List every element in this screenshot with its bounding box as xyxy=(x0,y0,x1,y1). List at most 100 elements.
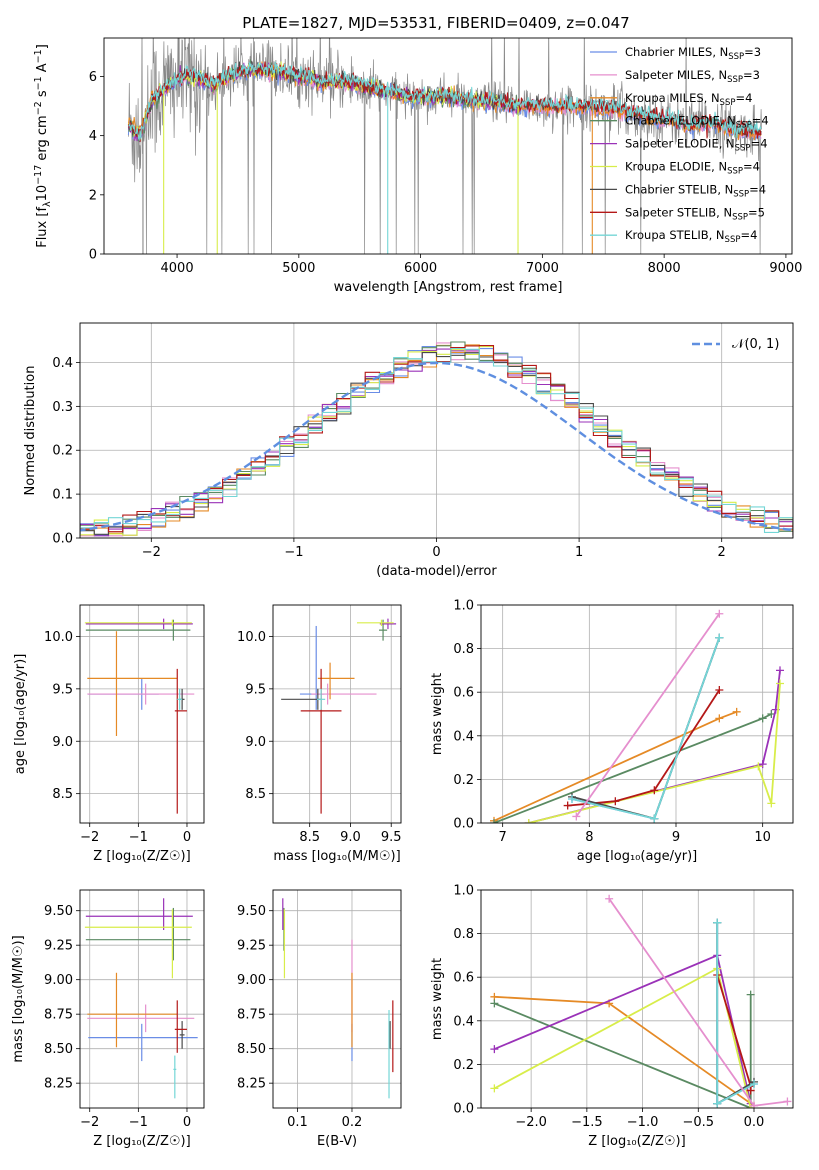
y-tick-label: 0.6 xyxy=(453,971,474,986)
weight-line-salpeter_stelib xyxy=(567,689,721,807)
x-tick-label: 0 xyxy=(432,545,440,560)
x-tick-label: 1 xyxy=(575,545,583,560)
normal-curve xyxy=(80,361,793,532)
y-tick-label: 9.00 xyxy=(237,973,266,988)
weight-marker xyxy=(746,990,755,999)
y-tick-label: 0.0 xyxy=(453,817,474,832)
x-tick-label: 2 xyxy=(718,545,726,560)
y-tick-label: 8.50 xyxy=(44,1042,73,1057)
y-axis-label: mass weight xyxy=(430,673,445,755)
axes-frame xyxy=(79,322,794,539)
legend-text: Salpeter ELODIE, N xyxy=(625,137,735,151)
y-tick-label: 0.2 xyxy=(52,444,73,459)
x-tick-label: 5000 xyxy=(282,261,315,276)
x-axis-label: Z [log₁₀(Z/Z☉)] xyxy=(93,1134,190,1149)
y-label-part: −1 xyxy=(33,76,44,90)
axes-frame xyxy=(79,604,205,824)
axes-frame xyxy=(480,889,794,1109)
x-axis-label: (data-model)/error xyxy=(376,564,497,579)
y-tick-label: 0.4 xyxy=(453,729,474,744)
legend-text: Kroupa ELODIE, N xyxy=(625,160,727,174)
y-tick-label: 9.50 xyxy=(44,904,73,919)
errorbar-kroupa_stelib xyxy=(177,688,183,710)
y-label-part: s xyxy=(35,90,50,101)
y-axis-label: Normed distribution xyxy=(23,366,38,496)
axes-frame xyxy=(480,604,794,824)
errorbar-salpeter_miles xyxy=(87,1004,195,1033)
y-tick-label: 9.0 xyxy=(52,735,73,750)
errorbar-salpeter_elodie xyxy=(379,618,397,630)
x-tick-label: 7 xyxy=(499,830,507,845)
x-tick-label: 0 xyxy=(183,830,191,845)
weight-marker xyxy=(776,666,784,675)
y-tick-label: 9.25 xyxy=(237,939,266,954)
x-tick-label: 9000 xyxy=(769,261,802,276)
x-tick-label: 0.2 xyxy=(342,1115,363,1130)
panel-age_vs_Z: −2 −1 0 8.5 9.0 9.5 10.0 Z [log₁₀(Z/Z☉)] age [lo… xyxy=(13,604,205,864)
weight-marker xyxy=(713,918,722,927)
weight-line-chabrier_elodie xyxy=(493,713,772,823)
x-tick-label: −1 xyxy=(129,830,148,845)
errorbar-chabrier_stelib xyxy=(179,1021,185,1049)
y-label-part: −2 xyxy=(33,101,44,115)
weight-marker xyxy=(650,814,659,823)
weight-line-salpeter_elodie xyxy=(528,670,781,823)
plot-area xyxy=(84,898,198,1099)
y-tick-label: 9.5 xyxy=(52,682,73,697)
y-axis-label: mass weight xyxy=(430,958,445,1040)
y-tick-label: 10.0 xyxy=(237,630,266,645)
x-tick-label: −2 xyxy=(80,830,99,845)
panel-weight_vs_age: 7 8 9 10 0.0 0.2 0.4 0.6 0.8 1.0 age [log₁₀(age/yr… xyxy=(430,599,794,864)
x-tick-label: 9.5 xyxy=(381,830,402,845)
plot-area xyxy=(127,38,762,254)
plot-area xyxy=(281,618,397,814)
legend-text: Chabrier ELODIE, N xyxy=(625,114,736,128)
x-tick-label: −1.5 xyxy=(571,1115,603,1130)
axes-frame xyxy=(272,889,402,1109)
residual-legend: 𝒩(0, 1) xyxy=(692,337,779,352)
legend-sub: SSP xyxy=(720,98,736,108)
x-axis-label: E(B-V) xyxy=(317,1134,357,1149)
x-axis-label: mass [log₁₀(M/M☉)] xyxy=(273,849,400,864)
histogram-chabrier_stelib xyxy=(80,352,793,537)
y-label-part: −1 xyxy=(33,49,44,63)
y-tick-label: 9.5 xyxy=(245,682,266,697)
legend-suffix: =3 xyxy=(743,68,760,82)
weight-marker xyxy=(783,1097,792,1106)
legend-text: Chabrier MILES, N xyxy=(625,45,728,59)
weight-marker xyxy=(732,707,741,716)
spectrum-model-kroupa_stelib xyxy=(128,61,762,142)
x-tick-label: 8 xyxy=(585,830,593,845)
x-tick-label: 6000 xyxy=(404,261,437,276)
axes-frame xyxy=(103,37,793,255)
legend-suffix: =4 xyxy=(752,114,769,128)
weight-line-kroupa_elodie xyxy=(493,967,752,1108)
x-tick-label: 10 xyxy=(754,830,771,845)
errorbar-salpeter_miles xyxy=(311,683,377,705)
x-tick-label: 9 xyxy=(672,830,680,845)
panel-mass_vs_ebv: 0.1 0.2 8.25 8.50 8.75 9.00 9.25 9.50 E(B-V) xyxy=(237,889,402,1149)
weight-marker xyxy=(754,762,763,771)
plot-area xyxy=(84,618,195,814)
axes-frame xyxy=(272,604,402,824)
y-tick-label: 10.0 xyxy=(44,630,73,645)
x-axis-label: age [log₁₀(age/yr)] xyxy=(577,849,698,864)
weight-marker xyxy=(746,1086,755,1095)
x-tick-label: −1 xyxy=(284,545,303,560)
y-tick-label: 0.0 xyxy=(453,1102,474,1117)
weight-marker xyxy=(767,799,776,808)
legend-label: Kroupa ELODIE, NSSP=4 xyxy=(625,160,760,177)
weight-line-salpeter_elodie xyxy=(494,954,752,1104)
y-axis-label: mass [log₁₀(M/M☉)] xyxy=(11,935,26,1062)
y-tick-label: 4 xyxy=(89,129,97,144)
weight-marker xyxy=(524,819,533,823)
errorbar-kroupa_miles xyxy=(87,631,178,737)
y-tick-label: 0.1 xyxy=(52,488,73,503)
weight-marker xyxy=(713,1099,722,1108)
y-label-part: 10 xyxy=(35,185,50,202)
x-tick-label: −2.0 xyxy=(515,1115,547,1130)
legend-suffix: =4 xyxy=(743,160,760,174)
